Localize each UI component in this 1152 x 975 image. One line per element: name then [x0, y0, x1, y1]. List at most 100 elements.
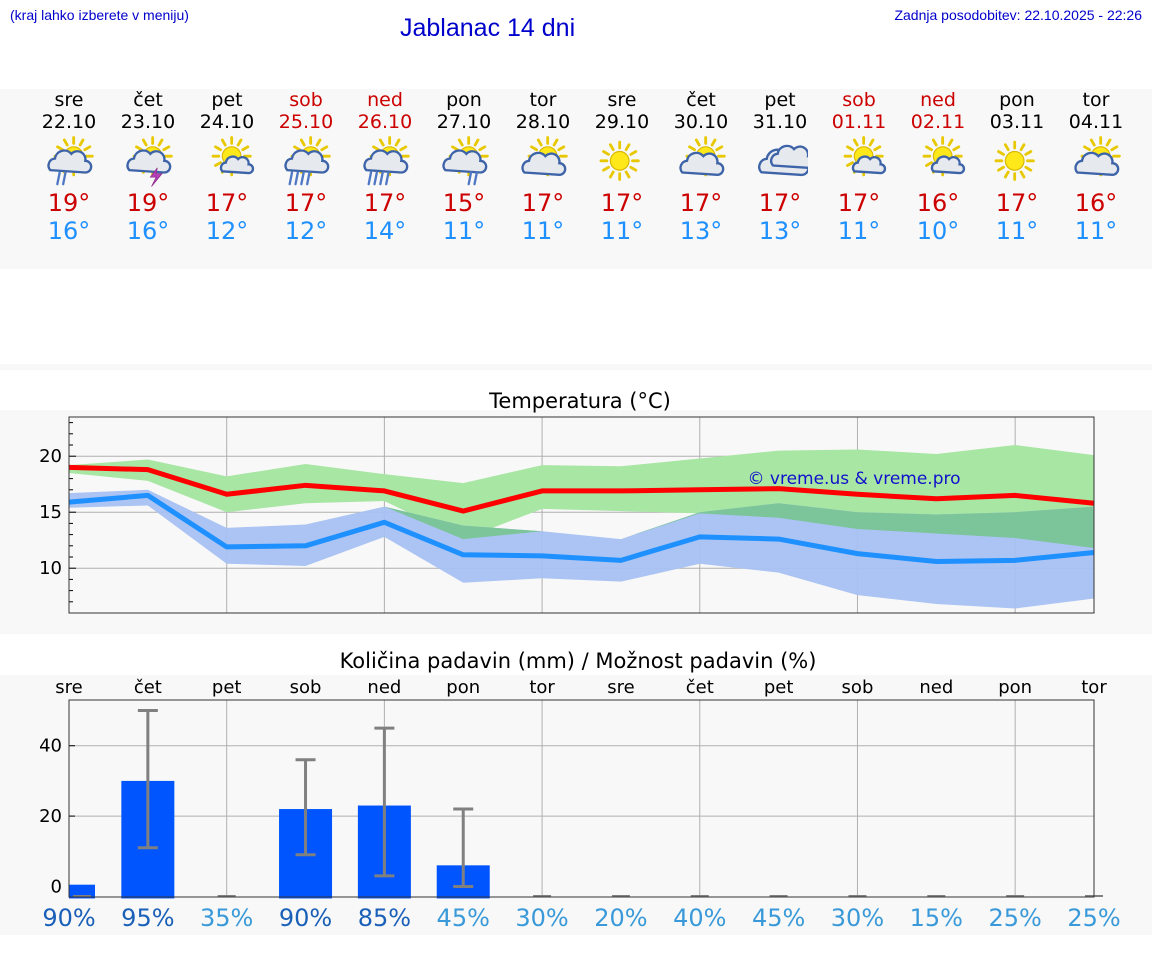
sun-cloud-icon: [521, 136, 568, 177]
day-of-week: pon: [446, 89, 482, 111]
precipitation-probability: 30%: [515, 904, 568, 932]
precipitation-probability: 45%: [437, 904, 490, 932]
precipitation-probability: 35%: [200, 904, 253, 932]
max-temperature-line: [68, 464, 1095, 514]
max-temperature: 16°: [916, 189, 960, 217]
day-of-week: tor: [1082, 89, 1110, 111]
min-temperature: 11°: [600, 217, 644, 245]
max-temperature: 17°: [205, 189, 249, 217]
max-temperature: 17°: [600, 189, 644, 217]
day-date: 26.10: [357, 111, 413, 133]
min-temperature: 13°: [679, 217, 723, 245]
plot-area: [69, 700, 1094, 897]
x-category-label: čet: [686, 677, 714, 698]
day-date: 04.11: [1068, 111, 1124, 133]
x-category-label: pon: [998, 677, 1032, 698]
min-temperature-line: [68, 492, 1095, 564]
precipitation-probability: 95%: [121, 904, 174, 932]
forecast-day: pet 24.10 17° 12°: [187, 89, 267, 245]
forecast-day: pon 03.11 17° 11°: [977, 89, 1057, 245]
sun-cloud-heavy-rain-icon: [363, 136, 410, 186]
day-of-week: ned: [920, 89, 956, 111]
min-temperature: 11°: [1074, 217, 1118, 245]
x-category-label: pet: [764, 677, 794, 698]
max-temperature: 17°: [995, 189, 1039, 217]
x-category-label: ned: [367, 677, 401, 698]
sun-small-cloud-icon: [843, 136, 887, 177]
max-temperature: 17°: [284, 189, 328, 217]
precipitation-probability: 90%: [279, 904, 332, 932]
day-date: 22.10: [41, 111, 97, 133]
forecast-day: pon 27.10 15° 11°: [424, 89, 504, 245]
max-temperature: 17°: [363, 189, 407, 217]
separator-band: [0, 364, 1152, 370]
x-category-label: sre: [55, 677, 82, 698]
min-temperature: 12°: [284, 217, 328, 245]
forecast-day: sob 25.10 17° 12°: [266, 89, 346, 245]
precipitation-probability: 40%: [673, 904, 726, 932]
sun-icon: [599, 140, 640, 181]
forecast-day: ned 26.10 17° 14°: [345, 89, 425, 245]
precipitation-probability: 85%: [358, 904, 411, 932]
precipitation-probability: 20%: [594, 904, 647, 932]
y-tick-label: 10: [39, 558, 62, 579]
day-of-week: sob: [289, 89, 323, 111]
day-of-week: sob: [842, 89, 876, 111]
day-of-week: ned: [367, 89, 403, 111]
forecast-day: tor 04.11 16° 11°: [1056, 89, 1136, 245]
max-temperature: 17°: [679, 189, 723, 217]
min-temperature: 10°: [916, 217, 960, 245]
day-date: 28.10: [515, 111, 571, 133]
day-date: 01.11: [831, 111, 887, 133]
max-temperature: 19°: [47, 189, 91, 217]
cloud-icon: [758, 144, 808, 177]
day-of-week: pet: [764, 89, 796, 111]
sun-cloud-icon: [679, 136, 726, 177]
sun-icon: [994, 140, 1035, 181]
x-category-label: tor: [1081, 677, 1107, 698]
plot-frame: [68, 416, 1095, 614]
day-of-week: sre: [54, 89, 84, 111]
max-temperature: 17°: [758, 189, 802, 217]
plot-frame: [68, 699, 1095, 898]
sun-small-cloud-icon: [922, 136, 966, 177]
day-of-week: čet: [133, 89, 163, 111]
watermark: © vreme.us & vreme.pro: [747, 469, 960, 489]
y-tick-label: 20: [39, 446, 62, 467]
min-temperature: 11°: [442, 217, 486, 245]
precipitation-probability: 15%: [910, 904, 963, 932]
precipitation-probability: 45%: [752, 904, 805, 932]
last-update: Zadnja posodobitev: 22.10.2025 - 22:26: [894, 7, 1142, 23]
day-date: 25.10: [278, 111, 334, 133]
forecast-day: sob 01.11 17° 11°: [819, 89, 899, 245]
day-date: 03.11: [989, 111, 1045, 133]
forecast-day: sre 29.10 17° 11°: [582, 89, 662, 245]
max-temperature: 15°: [442, 189, 486, 217]
precipitation-probability: 30%: [831, 904, 884, 932]
min-temperature: 14°: [363, 217, 407, 245]
day-date: 24.10: [199, 111, 255, 133]
y-tick-label: 40: [39, 736, 62, 757]
min-temperature: 11°: [521, 217, 565, 245]
sun-thunderstorm-icon: [126, 136, 173, 187]
forecast-band: [0, 89, 1152, 269]
day-date: 29.10: [594, 111, 650, 133]
x-category-label: sob: [290, 677, 322, 698]
sun-small-cloud-icon: [211, 136, 255, 177]
min-temperature: 13°: [758, 217, 802, 245]
max-temperature: 17°: [837, 189, 881, 217]
day-date: 23.10: [120, 111, 176, 133]
forecast-day: sre 22.10 19° 16°: [29, 89, 109, 245]
day-of-week: sre: [607, 89, 637, 111]
x-category-label: sob: [842, 677, 874, 698]
max-temperature: 19°: [126, 189, 170, 217]
day-of-week: čet: [686, 89, 716, 111]
y-tick-label: 20: [39, 806, 62, 827]
day-date: 30.10: [673, 111, 729, 133]
day-of-week: pon: [999, 89, 1035, 111]
temperature-chart: Temperatura (°C) 10 15 20 © vreme.us & vreme…: [39, 389, 1095, 614]
max-temperature: 17°: [521, 189, 565, 217]
sun-cloud-light-rain-icon: [442, 136, 489, 186]
temperature-chart-title: Temperatura (°C): [488, 389, 671, 413]
precipitation-probability: 25%: [988, 904, 1041, 932]
